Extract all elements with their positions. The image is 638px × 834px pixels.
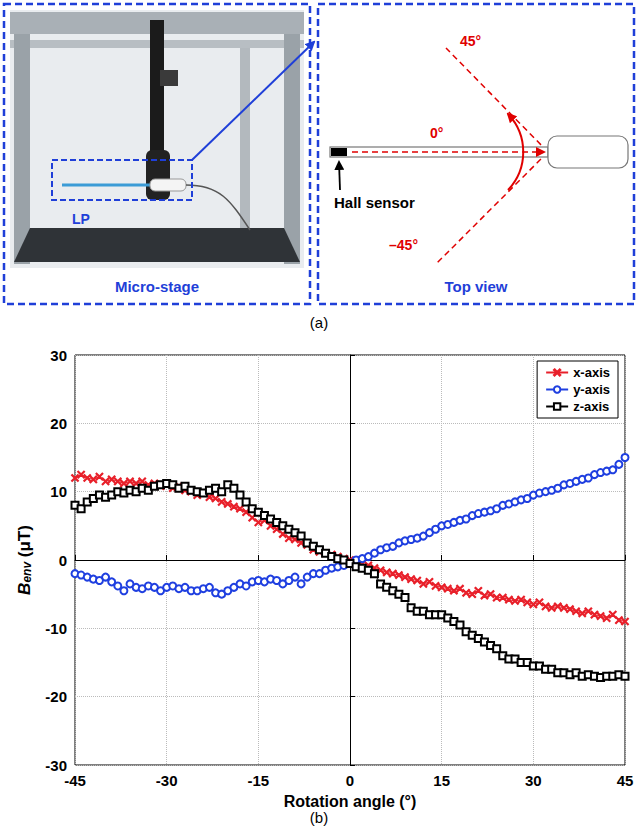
svg-text:30: 30 <box>50 347 67 364</box>
svg-text:z-axis: z-axis <box>573 399 609 414</box>
svg-text:B: B <box>15 583 34 595</box>
svg-text:-15: -15 <box>247 772 269 789</box>
svg-text:-20: -20 <box>45 688 67 705</box>
svg-text:0: 0 <box>59 552 67 569</box>
svg-text:15: 15 <box>433 772 450 789</box>
svg-text:45°: 45° <box>460 33 481 49</box>
svg-text:(μT): (μT) <box>15 525 34 562</box>
svg-text:-30: -30 <box>156 772 178 789</box>
svg-text:Hall sensor: Hall sensor <box>334 194 415 211</box>
svg-text:-10: -10 <box>45 620 67 637</box>
svg-text:–45°: –45° <box>389 237 418 253</box>
svg-text:Top view: Top view <box>444 278 507 295</box>
svg-text:env: env <box>20 561 34 583</box>
svg-text:y-axis: y-axis <box>573 382 610 397</box>
svg-text:Rotation angle (°): Rotation angle (°) <box>284 793 417 810</box>
svg-text:30: 30 <box>525 772 542 789</box>
svg-text:20: 20 <box>50 415 67 432</box>
svg-text:-30: -30 <box>45 757 67 774</box>
svg-text:Micro-stage: Micro-stage <box>115 278 199 295</box>
svg-text:45: 45 <box>617 772 634 789</box>
svg-text:(a): (a) <box>310 314 328 331</box>
svg-text:LP: LP <box>72 211 90 227</box>
svg-text:0°: 0° <box>430 125 443 141</box>
svg-text:0: 0 <box>346 772 354 789</box>
svg-text:10: 10 <box>50 483 67 500</box>
svg-text:-45: -45 <box>64 772 86 789</box>
svg-text:x-axis: x-axis <box>573 365 610 380</box>
svg-text:(b): (b) <box>310 809 328 826</box>
